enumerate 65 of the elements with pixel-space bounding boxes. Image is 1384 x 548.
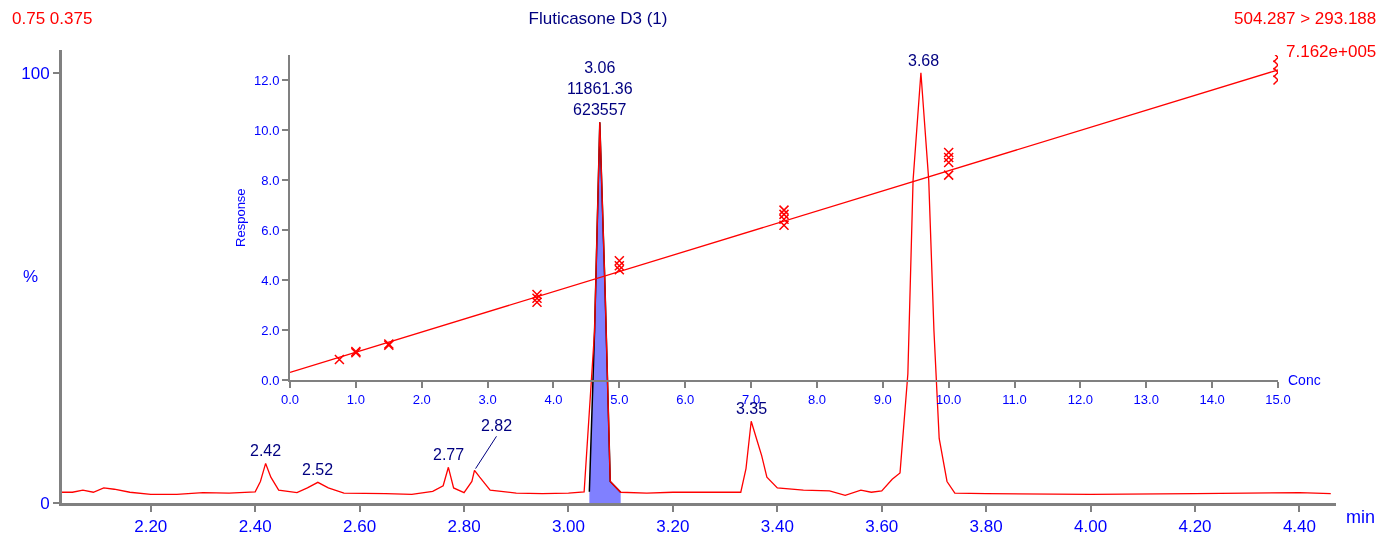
y-tick-label: 12.0 xyxy=(254,72,280,88)
annotation: 2.52 xyxy=(302,461,334,478)
point xyxy=(614,255,625,266)
point xyxy=(943,152,954,163)
x-tick-label: 2.40 xyxy=(238,517,272,537)
x-tick-label: 5.0 xyxy=(610,391,629,407)
x-tick-label: 0.0 xyxy=(280,391,300,407)
point xyxy=(778,204,790,216)
y-tick-label: 8.0 xyxy=(261,172,280,188)
x-tick-label: 14.0 xyxy=(1199,391,1225,407)
x-tick-label: 3.20 xyxy=(656,517,690,537)
point xyxy=(943,169,954,181)
x-tick-label: 2.80 xyxy=(447,517,481,537)
x-tick-label: 3.60 xyxy=(865,517,899,537)
x-tick-label: 3.0 xyxy=(478,391,497,407)
point xyxy=(778,209,790,220)
x-tick-label: 2.60 xyxy=(343,517,377,537)
y-tick-label: 0 xyxy=(40,493,50,513)
y-tick-label: 10.0 xyxy=(254,122,280,138)
x-tick-label: 3.80 xyxy=(969,517,1003,537)
y-tick-label: 6.0 xyxy=(261,222,280,238)
y-axis-title: Response xyxy=(232,188,248,247)
point xyxy=(943,147,954,158)
x-tick-label: 11.0 xyxy=(1002,391,1027,407)
y-tick-label: 4.0 xyxy=(261,272,280,288)
annotation: 7.162e+005 xyxy=(1286,42,1377,61)
x-tick-label: 6.0 xyxy=(676,391,695,407)
x-tick-label: 3.00 xyxy=(551,517,586,537)
x-tick-label: 4.00 xyxy=(1074,517,1108,537)
line-series xyxy=(62,72,1332,496)
y-tick-label: 100 xyxy=(21,63,50,83)
x-tick-label: 12.0 xyxy=(1067,391,1094,407)
annotation: 2.77 xyxy=(433,446,465,463)
point xyxy=(778,213,790,225)
x-tick-label: 3.40 xyxy=(760,517,794,537)
chart-title: Fluticasone D3 (1) xyxy=(528,8,668,28)
point xyxy=(531,293,543,304)
x-tick-label: 4.40 xyxy=(1282,517,1316,537)
point xyxy=(614,264,625,275)
annotation: 3.06 11861.36 623557 xyxy=(567,59,633,118)
x-tick-label: 4.0 xyxy=(544,391,563,407)
x-tick-label: 2.0 xyxy=(412,391,431,407)
annotation: 2.42 xyxy=(250,442,282,459)
x-tick-label: 4.20 xyxy=(1178,517,1212,537)
point xyxy=(943,157,954,168)
x-tick-label: 15.0 xyxy=(1265,391,1291,407)
y-tick-label: 2.0 xyxy=(261,322,280,338)
x-tick-label: 9.0 xyxy=(873,391,892,407)
annotation: 3.68 xyxy=(908,52,940,69)
x-tick-label: 1.0 xyxy=(346,391,365,407)
y-tick-label: 0.0 xyxy=(261,372,280,388)
x-tick-label: 13.0 xyxy=(1133,391,1159,407)
point xyxy=(531,297,543,308)
point xyxy=(334,354,345,365)
x-tick-label: 2.20 xyxy=(134,517,168,537)
x-axis-title: min xyxy=(1346,507,1376,527)
x-tick-label: 8.0 xyxy=(807,391,826,407)
y-axis-title: % xyxy=(23,267,39,286)
x-axis-title: Conc xyxy=(1288,372,1321,388)
point xyxy=(778,219,790,231)
annotation: 2.82 xyxy=(481,417,513,434)
point xyxy=(531,289,543,300)
text: 0.75 0.375 xyxy=(12,9,93,28)
text: 504.287 > 293.188 xyxy=(1234,9,1377,28)
point xyxy=(614,260,625,271)
